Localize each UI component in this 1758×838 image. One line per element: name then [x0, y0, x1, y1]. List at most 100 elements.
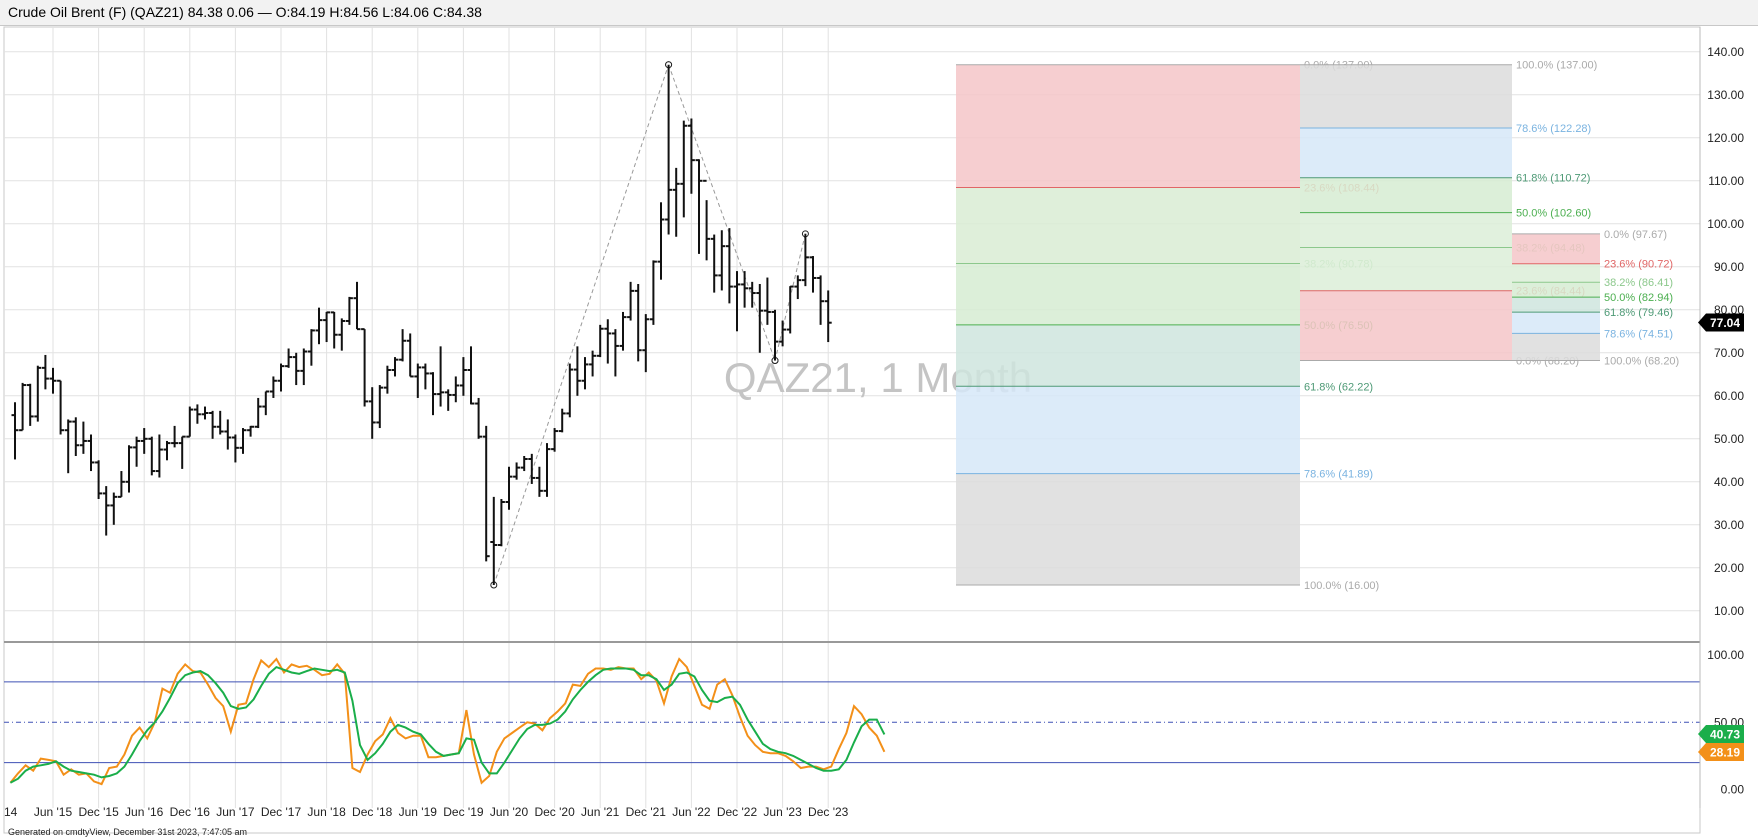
- ohlc-bar[interactable]: [216, 410, 224, 435]
- ohlc-bar[interactable]: [125, 445, 133, 493]
- ohlc-bar[interactable]: [490, 496, 498, 585]
- oscillator-pane[interactable]: [4, 657, 1700, 786]
- ohlc-bar[interactable]: [285, 348, 293, 368]
- ohlc-bar[interactable]: [421, 363, 429, 390]
- ohlc-bar[interactable]: [102, 486, 110, 536]
- ohlc-bar[interactable]: [330, 311, 338, 349]
- ohlc-bar[interactable]: [345, 296, 353, 325]
- ohlc-bar[interactable]: [163, 440, 171, 461]
- ohlc-bar[interactable]: [406, 333, 414, 378]
- ohlc-bar[interactable]: [771, 309, 779, 361]
- ohlc-bar[interactable]: [193, 404, 201, 424]
- ohlc-bar[interactable]: [680, 120, 688, 218]
- ohlc-bar[interactable]: [611, 329, 619, 377]
- ohlc-bar[interactable]: [672, 167, 680, 237]
- ohlc-bar[interactable]: [41, 354, 49, 390]
- ohlc-bar[interactable]: [247, 425, 255, 437]
- ohlc-bar[interactable]: [140, 428, 148, 454]
- ohlc-bar[interactable]: [634, 284, 642, 362]
- ohlc-bar[interactable]: [110, 492, 118, 525]
- ohlc-bar[interactable]: [49, 367, 57, 394]
- ohlc-bar[interactable]: [117, 471, 125, 498]
- ohlc-bar[interactable]: [551, 428, 559, 452]
- fib-2020-2022[interactable]: 0.0% (137.00)23.6% (108.44)38.2% (90.78)…: [490, 60, 1379, 592]
- ohlc-bar[interactable]: [756, 284, 764, 353]
- ohlc-bar[interactable]: [254, 397, 262, 429]
- ohlc-bar[interactable]: [817, 275, 825, 325]
- ohlc-bar[interactable]: [239, 428, 247, 454]
- ohlc-bar[interactable]: [703, 179, 711, 261]
- ohlc-bar[interactable]: [763, 277, 771, 325]
- ohlc-bar[interactable]: [452, 376, 460, 403]
- ohlc-bar[interactable]: [368, 387, 376, 439]
- ohlc-bar[interactable]: [725, 228, 733, 304]
- ohlc-bar[interactable]: [376, 385, 384, 429]
- ohlc-bar[interactable]: [391, 357, 399, 377]
- ohlc-bar[interactable]: [171, 425, 179, 448]
- ohlc-bar[interactable]: [11, 402, 19, 460]
- ohlc-bar[interactable]: [695, 159, 703, 254]
- ohlc-bar[interactable]: [414, 363, 422, 398]
- ohlc-bar[interactable]: [566, 363, 574, 418]
- ohlc-bar[interactable]: [429, 372, 437, 416]
- ohlc-bar[interactable]: [72, 417, 80, 456]
- ohlc-bar[interactable]: [649, 260, 657, 325]
- ohlc-bar[interactable]: [665, 64, 673, 235]
- oscillator-line-green[interactable]: [9, 665, 886, 784]
- ohlc-bar[interactable]: [786, 285, 794, 334]
- ohlc-bar[interactable]: [57, 379, 65, 435]
- ohlc-bar[interactable]: [155, 434, 163, 478]
- ohlc-bar[interactable]: [201, 406, 209, 420]
- ohlc-bar[interactable]: [353, 281, 361, 331]
- ohlc-bar[interactable]: [459, 357, 467, 396]
- ohlc-bar[interactable]: [657, 202, 665, 280]
- ohlc-bar[interactable]: [741, 271, 749, 308]
- ohlc-bar[interactable]: [535, 466, 543, 497]
- ohlc-bar[interactable]: [520, 456, 528, 472]
- ohlc-bar[interactable]: [687, 118, 695, 194]
- ohlc-bar[interactable]: [505, 466, 513, 510]
- ohlc-bar[interactable]: [383, 365, 391, 394]
- ohlc-bar[interactable]: [133, 436, 141, 467]
- fib-trendline[interactable]: [668, 64, 776, 361]
- ohlc-bar[interactable]: [794, 275, 802, 300]
- ohlc-bar[interactable]: [87, 434, 95, 472]
- ohlc-bar[interactable]: [482, 425, 490, 562]
- price-bars[interactable]: [11, 64, 832, 585]
- ohlc-bar[interactable]: [338, 318, 346, 351]
- ohlc-bar[interactable]: [589, 350, 597, 377]
- ohlc-bar[interactable]: [262, 390, 270, 416]
- ohlc-bar[interactable]: [19, 382, 27, 432]
- ohlc-bar[interactable]: [619, 311, 627, 351]
- ohlc-bar[interactable]: [604, 319, 612, 364]
- ohlc-bar[interactable]: [269, 376, 277, 398]
- ohlc-bar[interactable]: [26, 383, 34, 426]
- ohlc-bar[interactable]: [361, 328, 369, 407]
- ohlc-bar[interactable]: [231, 434, 239, 463]
- ohlc-bar[interactable]: [475, 397, 483, 439]
- ohlc-bar[interactable]: [710, 234, 718, 293]
- ohlc-bar[interactable]: [186, 406, 194, 438]
- ohlc-bar[interactable]: [748, 281, 756, 308]
- fib-2023[interactable]: 0.0% (97.67) 23.6% (90.72) 38.2% (86.41) 50…: [771, 229, 1679, 368]
- ohlc-bar[interactable]: [581, 357, 589, 390]
- ohlc-bar[interactable]: [596, 324, 604, 358]
- ohlc-bar[interactable]: [642, 314, 650, 373]
- ohlc-bar[interactable]: [779, 320, 787, 347]
- ohlc-bar[interactable]: [323, 311, 331, 343]
- ohlc-bar[interactable]: [573, 346, 581, 396]
- ohlc-bar[interactable]: [209, 410, 217, 439]
- ohlc-bar[interactable]: [444, 389, 452, 411]
- ohlc-bar[interactable]: [513, 462, 521, 480]
- ohlc-bar[interactable]: [718, 230, 726, 291]
- ohlc-bar[interactable]: [399, 329, 407, 362]
- fib-trendline[interactable]: [493, 64, 670, 586]
- ohlc-bar[interactable]: [809, 256, 817, 293]
- ohlc-bar[interactable]: [277, 363, 285, 392]
- ohlc-bar[interactable]: [543, 443, 551, 497]
- ohlc-bar[interactable]: [178, 435, 186, 469]
- ohlc-bar[interactable]: [528, 453, 536, 484]
- ohlc-bar[interactable]: [224, 419, 232, 450]
- ohlc-bar[interactable]: [315, 307, 323, 345]
